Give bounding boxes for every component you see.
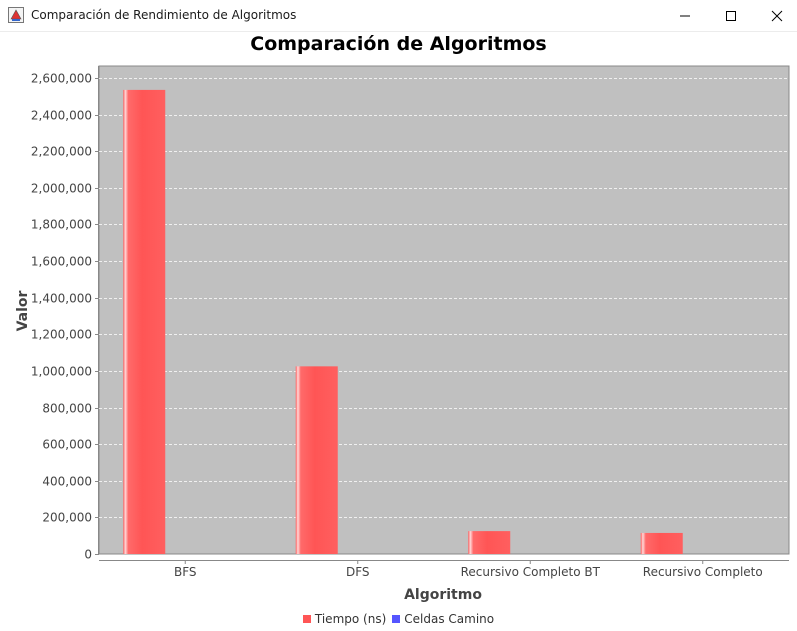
bar-tiempo [640, 532, 683, 554]
close-button[interactable] [754, 0, 797, 31]
window-titlebar: Comparación de Rendimiento de Algoritmos [0, 0, 797, 32]
chart-title: Comparación de Algoritmos [250, 33, 547, 55]
legend-item-celdas: Celdas Camino [392, 612, 494, 626]
y-tick-label: 2,400,000 [31, 109, 92, 123]
y-tick-label: 2,600,000 [31, 72, 92, 86]
close-icon [771, 10, 783, 21]
plot-area [98, 65, 790, 555]
maximize-icon [726, 10, 736, 21]
window-title: Comparación de Rendimiento de Algoritmos [31, 8, 297, 22]
y-tick-label: 600,000 [42, 438, 92, 452]
y-axis-label: Valor [15, 290, 31, 331]
y-tick-label: 1,000,000 [31, 365, 92, 379]
bar-tiempo [295, 366, 338, 554]
y-tick-label: 0 [84, 548, 92, 562]
legend-item-tiempo: Tiempo (ns) [302, 612, 387, 626]
x-axis-label: Algoritmo [404, 587, 482, 603]
y-tick-label: 1,600,000 [31, 255, 92, 269]
x-tick-label: Recursivo Completo BT [461, 565, 601, 579]
y-tick-label: 200,000 [42, 511, 92, 525]
y-tick-label: 1,400,000 [31, 292, 92, 306]
chart-legend: Tiempo (ns) Celdas Camino [0, 612, 797, 626]
java-app-icon [8, 7, 24, 23]
bar-tiempo [123, 89, 166, 555]
x-tick-label: Recursivo Completo [643, 565, 763, 579]
x-tick-label: DFS [346, 565, 370, 579]
y-tick-label: 1,200,000 [31, 328, 92, 342]
legend-swatch-celdas [392, 615, 401, 623]
x-tick-label: BFS [174, 565, 197, 579]
legend-label-tiempo: Tiempo (ns) [314, 612, 387, 626]
y-tick-label: 800,000 [42, 402, 92, 416]
y-tick-label: 2,200,000 [31, 145, 92, 159]
bar-tiempo [468, 531, 511, 554]
legend-swatch-tiempo [302, 615, 311, 623]
maximize-button[interactable] [708, 0, 754, 31]
legend-label-celdas: Celdas Camino [404, 612, 495, 626]
y-tick-label: 1,800,000 [31, 218, 92, 232]
minimize-button[interactable] [662, 0, 708, 31]
y-tick-label: 400,000 [42, 475, 92, 489]
minimize-icon [680, 15, 690, 16]
y-tick-label: 2,000,000 [31, 182, 92, 196]
